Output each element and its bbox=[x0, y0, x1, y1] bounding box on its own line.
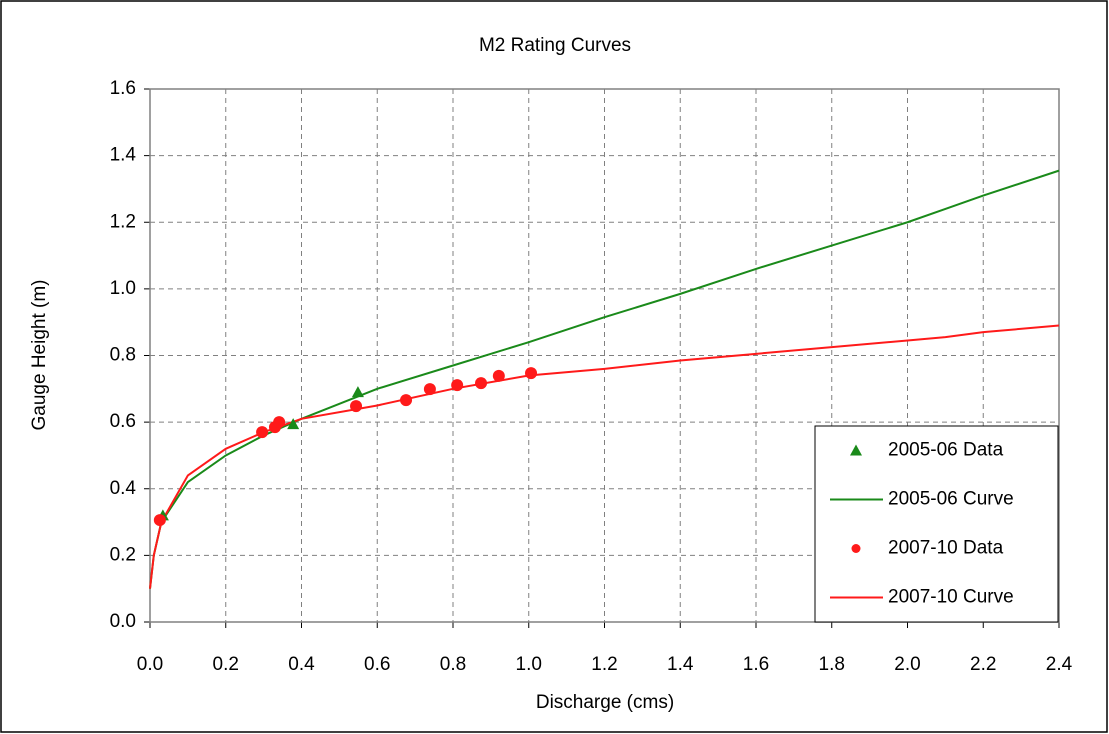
data-point bbox=[525, 367, 538, 380]
y-tick-label: 1.4 bbox=[110, 145, 137, 166]
data-point bbox=[451, 379, 464, 392]
data-point bbox=[350, 400, 363, 413]
legend-label: 2005-06 Curve bbox=[888, 489, 1014, 510]
y-tick-label: 0.6 bbox=[110, 411, 136, 432]
y-tick-label: 1.6 bbox=[110, 78, 136, 99]
data-point bbox=[423, 383, 436, 396]
x-tick-label: 2.2 bbox=[970, 654, 996, 675]
data-point bbox=[400, 394, 413, 407]
data-point bbox=[351, 386, 364, 398]
x-tick-label: 2.0 bbox=[894, 654, 920, 675]
data-point bbox=[153, 514, 166, 527]
legend-label: 2007-10 Data bbox=[888, 538, 1004, 559]
legend-label: 2007-10 Curve bbox=[888, 587, 1014, 608]
legend-label: 2005-06 Data bbox=[888, 440, 1004, 461]
data-point bbox=[256, 426, 269, 439]
x-tick-label: 2.4 bbox=[1046, 654, 1073, 675]
plot-area-border bbox=[149, 88, 1060, 623]
curve bbox=[149, 169, 1060, 589]
legend-box bbox=[814, 425, 1059, 623]
data-point bbox=[475, 377, 488, 390]
y-tick-label: 0.4 bbox=[110, 478, 137, 499]
x-tick-label: 0.4 bbox=[288, 654, 315, 675]
data-point bbox=[287, 418, 300, 430]
x-tick-label: 1.8 bbox=[819, 654, 845, 675]
y-tick-label: 1.2 bbox=[110, 211, 136, 232]
x-tick-label: 1.4 bbox=[667, 654, 694, 675]
y-tick-label: 0.0 bbox=[110, 611, 136, 632]
legend-marker bbox=[850, 444, 862, 456]
x-tick-label: 0.0 bbox=[137, 654, 163, 675]
y-axis-label: Gauge Height (m) bbox=[29, 279, 50, 430]
x-tick-label: 1.0 bbox=[516, 654, 542, 675]
legend: 2005-06 Data 2005-06 Curve 2007-10 Data 200… bbox=[814, 425, 1059, 623]
x-axis-label: Discharge (cms) bbox=[536, 692, 674, 713]
curve bbox=[149, 324, 1060, 589]
legend-marker bbox=[851, 544, 861, 553]
data-point bbox=[273, 416, 286, 429]
y-tick-label: 1.0 bbox=[110, 278, 136, 299]
y-tick-label: 0.2 bbox=[110, 544, 136, 565]
chart-title: M2 Rating Curves bbox=[479, 35, 631, 56]
x-tick-label: 1.2 bbox=[591, 654, 617, 675]
x-tick-label: 0.2 bbox=[213, 654, 239, 675]
x-tick-label: 0.6 bbox=[364, 654, 390, 675]
data-point bbox=[492, 369, 505, 382]
x-tick-label: 0.8 bbox=[440, 654, 466, 675]
x-tick-label: 1.6 bbox=[743, 654, 769, 675]
y-tick-label: 0.8 bbox=[110, 345, 136, 366]
